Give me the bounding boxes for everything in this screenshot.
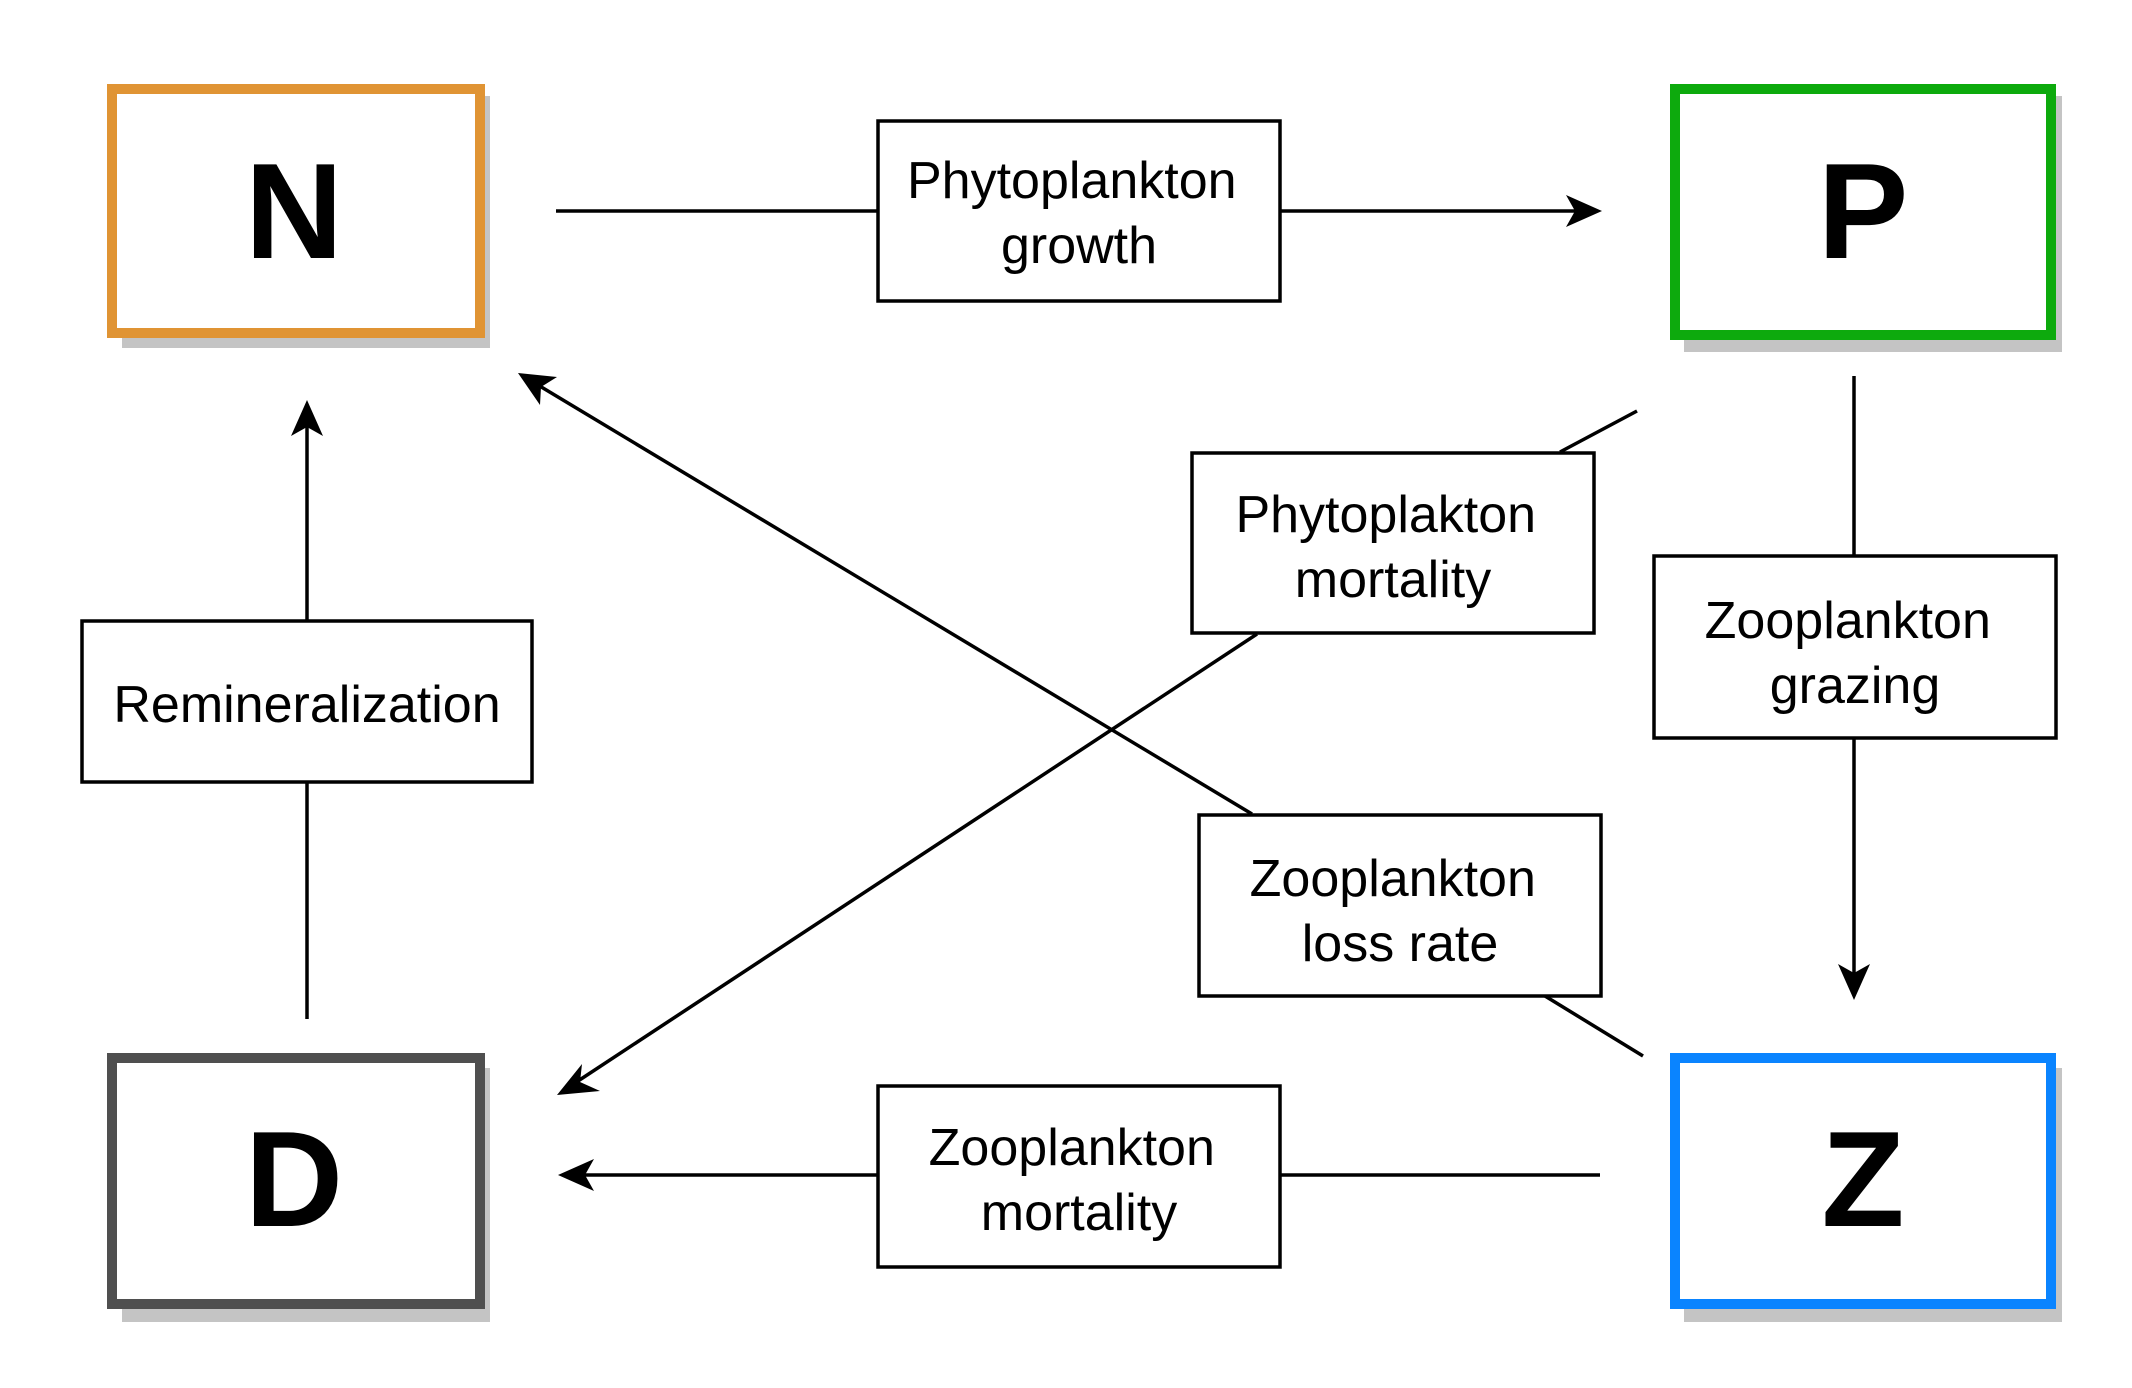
edge-z-to-n-bottom xyxy=(1544,994,1644,1058)
label-zooplankton-mortality: Zooplankton mortality xyxy=(876,1084,1282,1269)
label-remineralization-line1: Remineralization xyxy=(113,676,500,734)
arrowhead-z-to-d xyxy=(558,1159,594,1191)
svg-text:Zooplankton loss rate: Zooplankton loss rate xyxy=(1250,850,1551,973)
node-z-letter: Z xyxy=(1821,1103,1904,1255)
label-phytoplankton-growth-line1: Phytoplankton xyxy=(907,152,1237,210)
label-remineralization: Remineralization xyxy=(80,619,534,784)
label-phytoplankton-growth-line2: growth xyxy=(1001,217,1157,275)
arrowhead-n-to-p xyxy=(1566,195,1602,227)
label-zooplankton-grazing-line1: Zooplankton xyxy=(1705,592,1991,650)
label-phytoplakton-mortality-line2: mortality xyxy=(1295,551,1491,609)
svg-text:Zooplankton mortality: Zooplankton mortality xyxy=(929,1119,1230,1242)
label-zooplankton-mortality-line1: Zooplankton xyxy=(929,1119,1215,1177)
label-zooplankton-loss-rate-line1: Zooplankton xyxy=(1250,850,1536,908)
arrowhead-d-to-n xyxy=(291,400,323,436)
arrowhead-p-to-d xyxy=(557,1064,600,1095)
node-n-box xyxy=(107,84,485,338)
node-d-box xyxy=(107,1053,485,1309)
edge-z-to-n-top xyxy=(537,383,1253,816)
label-zooplankton-mortality-line2: mortality xyxy=(981,1184,1177,1242)
label-zooplankton-loss-rate: Zooplankton loss rate xyxy=(1197,813,1603,998)
node-z-box xyxy=(1670,1053,2056,1309)
svg-text:Phytoplankton growth: Phytoplankton growth xyxy=(907,152,1251,275)
label-zooplankton-grazing: Zooplankton grazing xyxy=(1652,554,2058,740)
node-n-letter: N xyxy=(245,135,343,287)
node-p-letter: P xyxy=(1818,135,1909,287)
label-zooplankton-grazing-line2: grazing xyxy=(1770,657,1941,715)
edge-p-to-d-bottom xyxy=(574,632,1258,1085)
arrowhead-z-to-n xyxy=(518,373,557,405)
arrowhead-p-to-z xyxy=(1838,964,1870,1000)
edge-p-to-d-top xyxy=(1559,409,1638,454)
label-phytoplakton-mortality-line1: Phytoplakton xyxy=(1235,486,1536,544)
node-p-box xyxy=(1670,84,2056,340)
label-phytoplakton-mortality: Phytoplakton mortality xyxy=(1190,451,1596,635)
svg-text:Zooplankton grazing: Zooplankton grazing xyxy=(1705,592,2006,715)
svg-text:Phytoplakton mortality: Phytoplakton mortality xyxy=(1235,486,1550,609)
node-d-letter: D xyxy=(245,1103,343,1255)
svg-text:Remineralization: Remineralization xyxy=(113,676,500,734)
label-zooplankton-loss-rate-line2: loss rate xyxy=(1302,915,1499,973)
label-phytoplankton-growth: Phytoplankton growth xyxy=(876,119,1282,303)
